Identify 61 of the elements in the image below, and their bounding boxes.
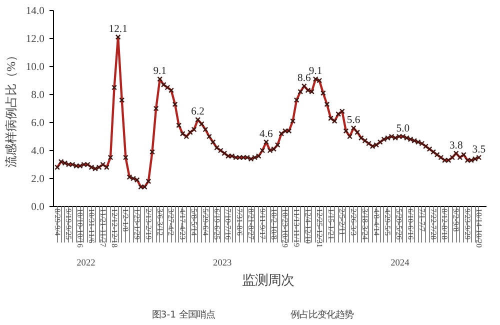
x-tick-label: 12/25-12/31 — [314, 208, 324, 248]
x-tick-label: 10/31-11/6 — [86, 208, 96, 244]
x-tick-label: 2/5-2/11 — [338, 208, 347, 236]
x-axis-title: 监测周次 — [242, 272, 294, 288]
x-tick-label: 4/17-4/23 — [178, 208, 188, 240]
y-axis-title: 流感样病例占比（%） — [4, 50, 18, 168]
x-tick-label: 10/14-10/20 — [474, 208, 484, 248]
x-tick-label: 8/29-9/4 — [52, 208, 62, 236]
y-tick-label: 12.0 — [26, 34, 45, 45]
x-tick-label: 5/8-5/14 — [190, 208, 199, 236]
x-tick-label: 12/4-12/10 — [303, 208, 312, 244]
data-label: 5.0 — [396, 124, 410, 134]
x-tick-label: 1/15-1/21 — [326, 208, 336, 240]
x-tick-label: 10/23-10/29 — [280, 208, 290, 248]
y-tick-label: 0.0 — [31, 202, 45, 213]
text: 2022 — [76, 258, 96, 268]
x-tick-label: 9/11-9/17 — [258, 208, 267, 240]
y-tick-label: 2.0 — [31, 174, 45, 185]
x-tick-label: 5/29-6/4 — [200, 208, 210, 236]
x-tick-label: 7/22-7/28 — [428, 208, 438, 240]
x-tick-label: 10/10-10/16 — [76, 208, 85, 248]
x-tick-label: 7/31-8/6 — [235, 208, 244, 236]
x-tick-label: 6/10-6/16 — [406, 208, 416, 240]
x-tick-label: 1/2-1/8 — [121, 208, 130, 232]
x-tick-label: 8/21-8/27 — [246, 208, 256, 240]
x-tick-label: 12/12-12/18 — [110, 208, 119, 248]
x-tick-label: 11/13-11/19 — [292, 208, 302, 248]
x-tick-label: 3/6-3/12 — [155, 208, 164, 236]
data-label: 5.6 — [346, 115, 361, 126]
data-label: 9.1 — [153, 66, 167, 78]
x-tick-label: 10/2-10/8 — [269, 208, 278, 240]
x-tick-label: 8/12-8/18 — [440, 208, 450, 240]
data-label: 6.2 — [191, 106, 204, 118]
y-tick-label: 8.0 — [31, 90, 45, 101]
x-tick-label: 9/23-9/29 — [463, 208, 472, 240]
y-tick-label: 10.0 — [26, 62, 45, 73]
x-tick-label: 6/19-6/25 — [212, 208, 222, 240]
data-label: 12.1 — [108, 24, 128, 36]
x-tick-label: 3/27-4/2 — [166, 208, 176, 236]
x-tick-label: 4/8-4/14 — [372, 208, 381, 236]
x-tick-label: 2/13-2/19 — [144, 208, 153, 240]
x-tick-label: 3/18-3/24 — [360, 208, 370, 240]
x-tick-label: 1/23-1/29 — [132, 208, 142, 240]
x-tick-label: 7/1-7/7 — [417, 208, 426, 232]
x-tick-label: 9/2-9/8 — [452, 208, 461, 232]
text: 例占比变化趋势 — [290, 310, 354, 320]
y-tick-label: 4.0 — [31, 146, 45, 157]
x-tick-label: 4/29-5/5 — [383, 208, 392, 236]
y-tick-label: 6.0 — [31, 118, 45, 129]
caption: 图3-1 全国哨点 — [152, 310, 216, 320]
x-tick-label: 11/21-11/27 — [98, 208, 108, 248]
data-label: 4.6 — [260, 129, 274, 140]
text: 2024 — [390, 258, 410, 268]
x-tick-label: 2/26-3/3 — [349, 208, 358, 236]
text: 2023 — [213, 258, 232, 268]
data-label: 3.5 — [472, 144, 486, 156]
y-tick-label: 14.0 — [26, 6, 45, 17]
x-tick-label: 9/19-9/25 — [64, 208, 74, 240]
x-tick-label: 7/10-7/16 — [224, 208, 233, 240]
data-label: 3.8 — [449, 140, 463, 152]
x-tick-label: 5/20-5/26 — [394, 208, 404, 240]
